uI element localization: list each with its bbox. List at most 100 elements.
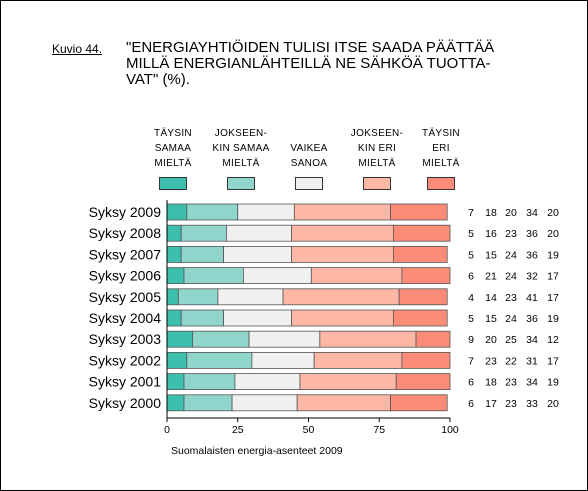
category-label: Syksy 2008	[89, 225, 162, 241]
data-value-label: 6	[468, 398, 474, 410]
data-value-label: 33	[526, 398, 538, 410]
legend-item-taysin-eri: TÄYSIN ERI MIELTÄ	[405, 126, 477, 190]
bar-segment	[392, 224, 451, 242]
category-label: Syksy 2009	[89, 204, 162, 220]
source-note: Suomalaisten energia-asenteet 2009	[171, 445, 343, 457]
bar-segment	[291, 245, 394, 263]
bar-segment	[310, 267, 403, 285]
legend-label-line: MIELTÄ	[154, 158, 192, 169]
data-value-label: 23	[485, 355, 497, 367]
bar-segment	[192, 330, 250, 348]
data-value-label: 19	[547, 249, 559, 261]
data-value-label: 20	[547, 228, 559, 240]
data-value-label: 5	[468, 313, 474, 325]
bar-segment	[243, 267, 312, 285]
category-label: Syksy 2004	[89, 310, 162, 326]
bar-segment	[166, 330, 193, 348]
x-tick-label: 0	[164, 424, 170, 436]
data-value-label: 18	[485, 377, 497, 389]
figure-label: Kuvio 44.	[52, 42, 103, 56]
data-value-label: 34	[526, 207, 538, 219]
data-value-label: 32	[526, 271, 538, 283]
data-value-label: 23	[505, 292, 517, 304]
legend-swatch	[295, 177, 323, 190]
legend-item-jokseenkin-eri: JOKSEEN- KIN ERI MIELTÄ	[341, 126, 413, 190]
legend-label-line: JOKSEEN-	[350, 128, 404, 139]
data-value-label: 22	[505, 355, 517, 367]
x-tick-label: 25	[232, 424, 244, 436]
bar-segment	[234, 373, 301, 391]
legend-label-line: SAMAA	[154, 143, 192, 154]
legend-swatch	[363, 177, 391, 190]
bar-segment	[231, 394, 298, 412]
legend-item-vaikea-sanoa: VAIKEA SANOA	[273, 126, 345, 190]
bar-segment	[226, 224, 292, 242]
bar-segment	[166, 351, 188, 369]
legend-label-line: SANOA	[290, 158, 328, 169]
bar-segment	[401, 267, 451, 285]
bar-segment	[183, 373, 236, 391]
bar-segment	[401, 351, 451, 369]
bar-segment	[166, 267, 185, 285]
bar-segment	[166, 245, 182, 263]
data-value-label: 23	[505, 377, 517, 389]
bar-segment	[223, 245, 292, 263]
bar-segment	[293, 203, 391, 221]
category-label: Syksy 2002	[89, 352, 162, 368]
data-value-label: 24	[505, 271, 517, 283]
bar-segment	[177, 288, 219, 306]
data-value-label: 7	[468, 207, 474, 219]
bar-segment	[296, 394, 391, 412]
data-value-label: 23	[505, 228, 517, 240]
data-value-label: 34	[526, 334, 538, 346]
data-value-label: 36	[526, 228, 538, 240]
legend-label-line: ERI	[432, 143, 450, 154]
bar-segment	[390, 203, 448, 221]
data-value-label: 6	[468, 271, 474, 283]
legend-label-line: TÄYSIN	[154, 128, 192, 139]
data-value-label: 36	[526, 249, 538, 261]
bar-segment	[217, 288, 284, 306]
bar-segment	[186, 203, 239, 221]
data-value-label: 6	[468, 377, 474, 389]
bar-segment	[180, 245, 224, 263]
title-line-2: MILLÄ ENERGIANLÄHTEILLÄ NE SÄHKÖÄ TUOTTA…	[126, 55, 491, 72]
data-value-label: 25	[505, 334, 517, 346]
bar-segment	[223, 309, 292, 327]
bar-segment	[166, 288, 179, 306]
bar-segment	[166, 224, 182, 242]
data-value-label: 20	[547, 398, 559, 410]
data-value-label: 16	[485, 228, 497, 240]
bar-segment	[180, 224, 227, 242]
data-value-label: 24	[505, 313, 517, 325]
legend-label-line: KIN ERI	[357, 143, 397, 154]
bar-segment	[166, 203, 188, 221]
bar-segment	[313, 351, 403, 369]
bar-segment	[180, 309, 224, 327]
data-value-label: 17	[547, 292, 559, 304]
chart-title: "ENERGIAYHTIÖIDEN TULISI ITSE SAADA PÄÄT…	[126, 40, 566, 88]
bar-segment	[398, 288, 448, 306]
legend-label-line: MIELTÄ	[422, 158, 460, 169]
legend-label-line: JOKSEEN-	[214, 128, 268, 139]
data-value-label: 21	[485, 271, 497, 283]
bar-segment	[319, 330, 417, 348]
data-value-label: 18	[485, 207, 497, 219]
bar-segment	[291, 309, 394, 327]
data-value-label: 36	[526, 313, 538, 325]
title-line-3: VAT" (%).	[126, 71, 190, 88]
data-value-label: 4	[468, 292, 474, 304]
legend-swatch	[427, 177, 455, 190]
data-value-label: 31	[526, 355, 538, 367]
bar-segment	[186, 351, 253, 369]
bar-segment	[395, 373, 451, 391]
bar-segment	[415, 330, 451, 348]
category-label: Syksy 2003	[89, 331, 162, 347]
bar-segment	[299, 373, 397, 391]
data-value-label: 5	[468, 249, 474, 261]
category-label: Syksy 2006	[89, 268, 162, 284]
legend-label-line: VAIKEA	[290, 143, 328, 154]
x-tick-label: 50	[303, 424, 315, 436]
title-line-1: "ENERGIAYHTIÖIDEN TULISI ITSE SAADA PÄÄT…	[126, 39, 495, 56]
